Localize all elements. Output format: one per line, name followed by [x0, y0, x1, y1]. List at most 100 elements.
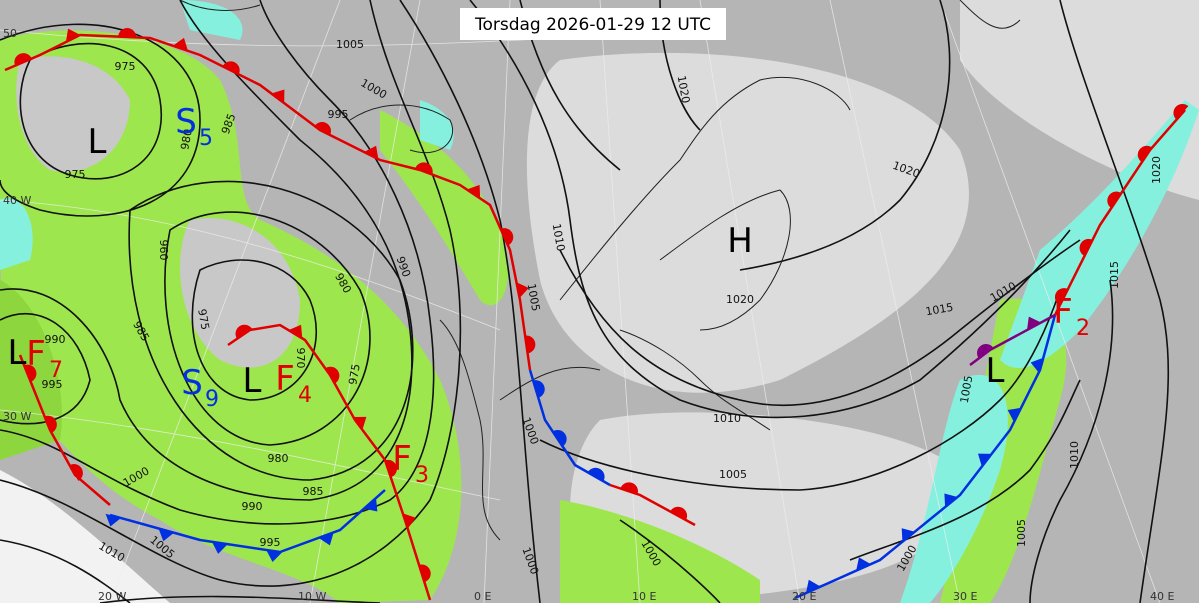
front-symbol: [288, 324, 303, 339]
isobar-label: 1010: [713, 412, 741, 425]
front-symbol: [172, 37, 188, 51]
front-line: [1053, 109, 1186, 316]
isobar-label: 1010: [1068, 441, 1081, 469]
front-symbol: [977, 344, 994, 359]
front-symbol: [266, 549, 283, 563]
isobar-label: 1020: [726, 293, 754, 306]
front-symbol: [1173, 103, 1189, 120]
front-letter: F: [275, 359, 295, 399]
isobar-label: 980: [268, 452, 289, 465]
front-symbol: [69, 464, 83, 481]
isobar-label: 1005: [958, 374, 976, 404]
isobar-label: 970: [294, 348, 307, 369]
front-symbol: [271, 89, 285, 104]
isobar-label: 995: [42, 378, 63, 391]
isobar-label: 1015: [924, 301, 954, 319]
graticule-label: 20 E: [792, 590, 816, 603]
front-symbol: [118, 28, 137, 38]
labels: 9759759859801005100099596097598598099099…: [3, 27, 1174, 603]
front-line: [18, 354, 111, 506]
pressure-system: H: [727, 221, 753, 261]
map-title: Torsdag 2026-01-29 12 UTC: [474, 15, 711, 35]
isobar-label: 985: [303, 485, 324, 498]
isobar-label: 975: [115, 60, 136, 73]
title-background: [460, 8, 726, 40]
front-index: 2: [1076, 316, 1090, 341]
front-symbol: [466, 184, 481, 199]
front-symbol: [14, 53, 32, 66]
isobar-label: 1005: [525, 282, 543, 312]
graticule-label: 20 W: [98, 590, 126, 603]
front-index: 7: [49, 358, 63, 383]
pressure-system: L: [986, 351, 1005, 391]
front-index: 9: [205, 387, 219, 412]
isobar-label: 1020: [1150, 156, 1163, 184]
front-symbol: [105, 513, 122, 527]
graticule-label: 10 E: [632, 590, 656, 603]
graticule-label: 10 W: [298, 590, 326, 603]
front-symbol: [516, 282, 529, 298]
front-symbol: [1026, 316, 1042, 331]
front-symbol: [364, 497, 378, 512]
front-symbol: [44, 415, 57, 433]
isobars: [0, 0, 1170, 603]
front-symbol: [805, 579, 821, 594]
front-letter: S: [181, 363, 203, 403]
front-line: [609, 483, 696, 527]
front-symbol: [364, 145, 379, 160]
front-symbol: [977, 453, 992, 467]
front-line: [4, 33, 532, 371]
front-symbol: [500, 228, 514, 246]
front-letter: F: [26, 334, 46, 374]
isobar-label: 980: [178, 128, 194, 151]
front-symbol: [552, 429, 567, 447]
front-symbol: [533, 380, 545, 398]
isobar-label: 975: [195, 308, 211, 331]
front-symbol: [525, 335, 536, 354]
front-symbol: [65, 28, 81, 43]
pressure-system: L: [243, 361, 262, 401]
title-box: Torsdag 2026-01-29 12 UTC: [460, 8, 726, 40]
isobar-label: 995: [328, 108, 349, 121]
graticule-label: 0 E: [474, 590, 491, 603]
graticule-label: 50: [3, 27, 17, 40]
isobar-label: 1005: [336, 38, 364, 51]
precipitation-gray-holes: [16, 56, 300, 368]
coastlines: [179, 0, 1021, 541]
front-symbol: [313, 122, 332, 136]
front-symbol: [235, 324, 252, 339]
front-letter: F: [392, 439, 412, 479]
front-symbol: [24, 364, 37, 382]
isobar-label: 1015: [1108, 261, 1121, 289]
isobar-label: 960: [157, 240, 170, 261]
front-symbol: [1054, 288, 1068, 306]
front-symbol: [402, 513, 416, 529]
front-symbol: [944, 493, 958, 508]
isobar-label: 990: [242, 500, 263, 513]
front-symbol: [856, 557, 871, 571]
graticule-label: 40 W: [3, 194, 31, 207]
front-symbol: [222, 61, 240, 75]
front-index: 5: [199, 126, 213, 151]
front-symbol: [326, 366, 340, 384]
fronts: [4, 28, 1189, 601]
front-index: 3: [415, 463, 429, 488]
front-symbol: [1107, 191, 1122, 209]
front-symbol: [1079, 238, 1093, 256]
isobar-label: 975: [65, 168, 86, 181]
isobar-label: 995: [260, 536, 281, 549]
front-symbol: [211, 541, 228, 554]
front-symbol: [587, 467, 605, 482]
front-symbol: [1007, 407, 1022, 423]
front-symbol: [318, 532, 334, 546]
front-index: 4: [298, 383, 312, 408]
front-symbol: [352, 416, 367, 430]
front-symbol: [1137, 145, 1152, 163]
isobar-label: 1005: [719, 468, 747, 481]
graticule-label: 40 E: [1150, 590, 1174, 603]
front-symbol: [1030, 357, 1044, 374]
isobar-label: 1010: [550, 222, 568, 252]
isobar-label: 1020: [675, 74, 693, 104]
